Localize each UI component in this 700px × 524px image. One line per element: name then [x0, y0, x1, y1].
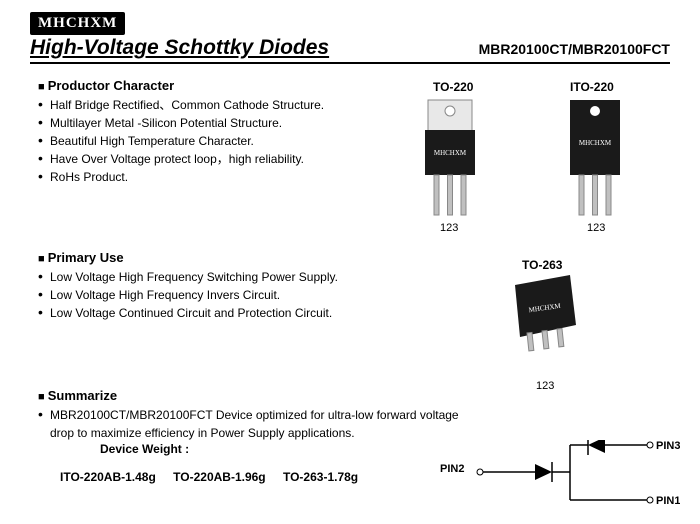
- device-weight-label: Device Weight :: [100, 442, 189, 456]
- svg-text:MHCHXM: MHCHXM: [434, 149, 467, 157]
- list-item: Multilayer Metal -Silicon Potential Stru…: [38, 114, 398, 132]
- pins-ito220: 123: [587, 222, 605, 234]
- device-weights: ITO-220AB-1.48g TO-220AB-1.96g TO-263-1.…: [60, 470, 372, 484]
- list-item: MBR20100CT/MBR20100FCT Device optimized …: [38, 406, 478, 442]
- list-item: Half Bridge Rectified、Common Cathode Str…: [38, 96, 398, 114]
- section-header-summarize: Summarize: [38, 388, 478, 403]
- list-item: Low Voltage High Frequency Invers Circui…: [38, 286, 398, 304]
- package-to220-icon: MHCHXM: [410, 95, 490, 225]
- pin3-label: PIN3: [656, 440, 680, 452]
- section-header-character: Productor Character: [38, 78, 398, 93]
- schematic-diagram: PIN3 PIN1: [470, 440, 680, 515]
- page-title: High-Voltage Schottky Diodes: [30, 36, 329, 60]
- brand-logo: MHCHXM: [30, 12, 125, 35]
- list-item: RoHs Product.: [38, 168, 398, 186]
- weight-ito220: ITO-220AB-1.48g: [60, 470, 156, 484]
- section-primary-use: Primary Use Low Voltage High Frequency S…: [38, 250, 398, 322]
- pin1-label: PIN1: [656, 495, 680, 507]
- pin2-label: PIN2: [440, 463, 464, 475]
- pins-to220: 123: [440, 222, 458, 234]
- pins-to263: 123: [536, 380, 554, 392]
- svg-text:MHCHXM: MHCHXM: [579, 139, 612, 147]
- section-header-primary: Primary Use: [38, 250, 398, 265]
- part-number: MBR20100CT/MBR20100FCT: [479, 41, 670, 57]
- weight-to263: TO-263-1.78g: [283, 470, 358, 484]
- title-row: High-Voltage Schottky Diodes MBR20100CT/…: [30, 36, 670, 64]
- weight-to220: TO-220AB-1.96g: [173, 470, 265, 484]
- section-character: Productor Character Half Bridge Rectifie…: [38, 78, 398, 186]
- list-item: Low Voltage High Frequency Switching Pow…: [38, 268, 398, 286]
- section-summarize: Summarize MBR20100CT/MBR20100FCT Device …: [38, 388, 478, 442]
- package-label-to220: TO-220: [433, 80, 473, 94]
- list-item: Have Over Voltage protect loop，high reli…: [38, 150, 398, 168]
- list-item: Beautiful High Temperature Character.: [38, 132, 398, 150]
- list-item: Low Voltage Continued Circuit and Protec…: [38, 304, 398, 322]
- package-label-to263: TO-263: [522, 258, 562, 272]
- package-ito220-icon: MHCHXM: [555, 95, 635, 225]
- package-label-ito220: ITO-220: [570, 80, 614, 94]
- package-to263-icon: MHCHXM: [500, 275, 590, 370]
